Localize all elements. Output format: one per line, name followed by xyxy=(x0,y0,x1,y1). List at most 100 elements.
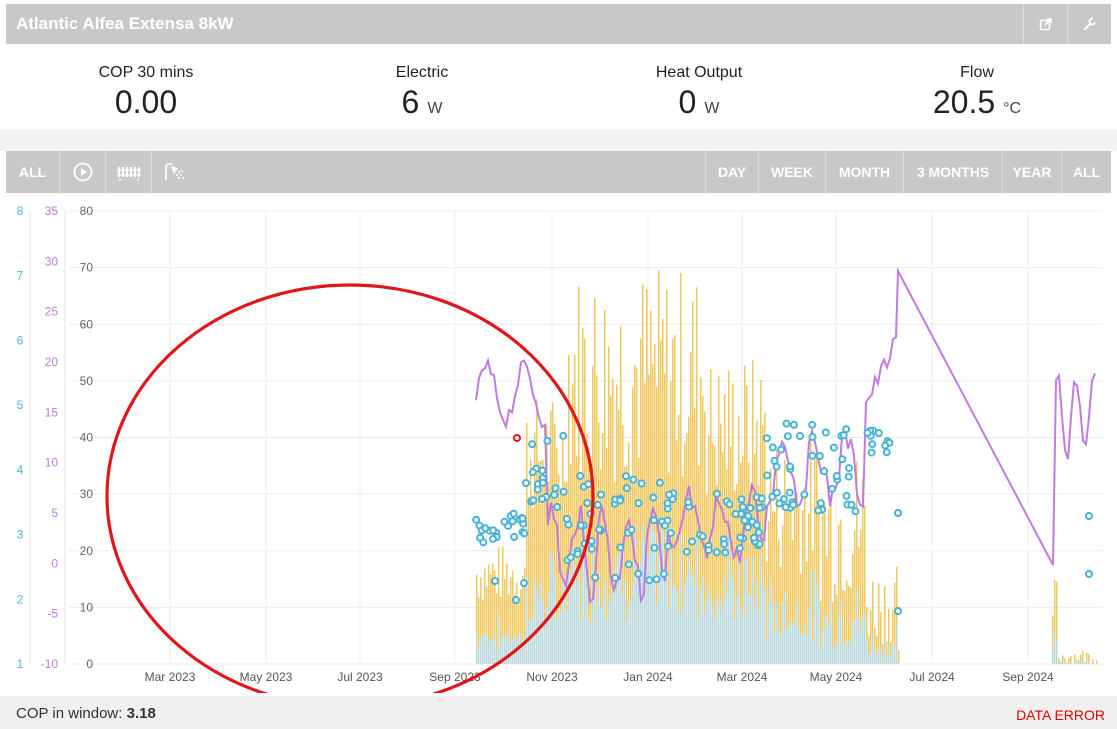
cop-point xyxy=(500,517,509,526)
heat-bar xyxy=(732,383,734,664)
heat-bar xyxy=(638,457,640,664)
electric-bar xyxy=(1078,662,1080,664)
cop-point xyxy=(785,462,794,471)
external-link-button[interactable] xyxy=(1023,4,1067,44)
heat-bar xyxy=(792,540,794,664)
cop-point xyxy=(800,490,809,499)
energy-axis-tick: 30 xyxy=(80,487,94,501)
electric-bar xyxy=(574,565,576,664)
heat-bar xyxy=(760,380,762,664)
heat-bar xyxy=(1096,660,1098,664)
heat-bar xyxy=(628,443,630,664)
heat-bar xyxy=(748,462,750,664)
electric-bar xyxy=(884,642,886,664)
cop-point xyxy=(768,443,777,452)
heat-bar xyxy=(478,597,480,664)
electric-bar xyxy=(894,646,896,664)
electric-bar xyxy=(506,636,508,664)
heat-bar xyxy=(636,367,638,664)
heat-bar xyxy=(894,582,896,664)
play-icon xyxy=(73,162,92,182)
electric-bar xyxy=(488,642,490,664)
heat-bar xyxy=(600,469,602,664)
electric-bar xyxy=(1068,662,1070,664)
range-year-button[interactable]: YEAR xyxy=(1002,151,1061,193)
heat-bar xyxy=(812,550,814,664)
cop-point xyxy=(664,542,673,551)
heat-bar xyxy=(624,467,626,664)
heat-bar xyxy=(496,593,498,664)
range-3-months-button[interactable]: 3 MONTHS xyxy=(903,151,1002,193)
cop-point xyxy=(481,524,490,533)
heat-bar xyxy=(596,375,598,664)
range-week-button[interactable]: WEEK xyxy=(758,151,825,193)
heat-bar xyxy=(504,578,506,664)
heat-bar xyxy=(654,344,656,664)
stat-value: 0.00 xyxy=(114,84,178,120)
electric-bar xyxy=(710,597,712,664)
play-button[interactable] xyxy=(60,151,106,193)
electric-bar xyxy=(720,599,722,664)
range-month-button[interactable]: MONTH xyxy=(825,151,903,193)
energy-axis-tick: 70 xyxy=(80,261,94,275)
electric-bar xyxy=(676,589,678,664)
heat-bar xyxy=(514,594,516,664)
heat-bar xyxy=(658,269,660,664)
electric-bar xyxy=(764,589,766,664)
settings-button[interactable] xyxy=(1067,4,1111,44)
heat-bar xyxy=(860,529,862,664)
cop-point xyxy=(652,575,661,584)
cop-point xyxy=(713,489,721,498)
range-all-button[interactable]: ALL xyxy=(1061,151,1111,193)
electric-bar xyxy=(644,539,646,664)
electric-bar xyxy=(640,558,642,664)
heat-bar xyxy=(776,449,778,664)
electric-bar xyxy=(824,616,826,664)
heat-bar xyxy=(878,583,880,664)
heat-bar xyxy=(610,395,612,664)
electric-bar xyxy=(630,598,632,664)
history-chart-svg[interactable]: 8070605040302010035302520151050-5-108765… xyxy=(6,193,1111,709)
heat-bar xyxy=(700,377,702,664)
heat-bar xyxy=(692,301,694,664)
electric-bar xyxy=(672,586,674,664)
electric-bar xyxy=(570,574,572,664)
separator-band xyxy=(0,130,1117,151)
cop-point xyxy=(763,471,772,480)
electric-bar xyxy=(804,624,806,664)
electric-bar xyxy=(492,639,494,664)
cop-point xyxy=(634,569,643,578)
heat-bar xyxy=(838,524,840,664)
electric-bar xyxy=(726,594,728,664)
electric-bar xyxy=(578,563,580,664)
temperature-axis-tick: 15 xyxy=(45,405,59,419)
space-heating-button[interactable] xyxy=(106,151,152,193)
heat-bar xyxy=(1086,652,1088,664)
range-day-button[interactable]: DAY xyxy=(705,151,758,193)
cop-axis-tick: 7 xyxy=(17,269,24,283)
electric-bar xyxy=(670,537,672,664)
heat-bar xyxy=(490,574,492,664)
all-series-button[interactable]: ALL xyxy=(6,151,60,193)
heat-bar xyxy=(734,491,736,664)
electric-bar xyxy=(624,581,626,664)
heat-bar xyxy=(668,472,670,664)
heat-bar xyxy=(848,585,850,664)
heat-bar xyxy=(570,464,572,664)
heat-bar xyxy=(662,318,664,664)
heat-bar xyxy=(814,456,816,664)
chart-toolbar: ALL DAY WEEK MONTH 3 MONTHS YEAR ALL xyxy=(6,151,1111,193)
history-chart[interactable]: 80 70 60 50 40 30 20 10 0 35 30 25 20 15 10 5 0 -5 -10 8 7 6 5… xyxy=(6,193,1111,709)
electric-bar xyxy=(626,620,628,664)
electric-bar xyxy=(484,635,486,664)
hot-water-button[interactable] xyxy=(152,151,198,193)
heat-bar xyxy=(842,589,844,664)
heat-bar xyxy=(546,424,548,664)
electric-bar xyxy=(524,635,526,664)
electric-bar xyxy=(684,583,686,664)
cop-point xyxy=(553,503,562,511)
cop-point xyxy=(476,533,485,542)
heat-bar xyxy=(1092,659,1094,664)
electric-bar xyxy=(688,558,690,664)
cop-point xyxy=(622,472,631,481)
